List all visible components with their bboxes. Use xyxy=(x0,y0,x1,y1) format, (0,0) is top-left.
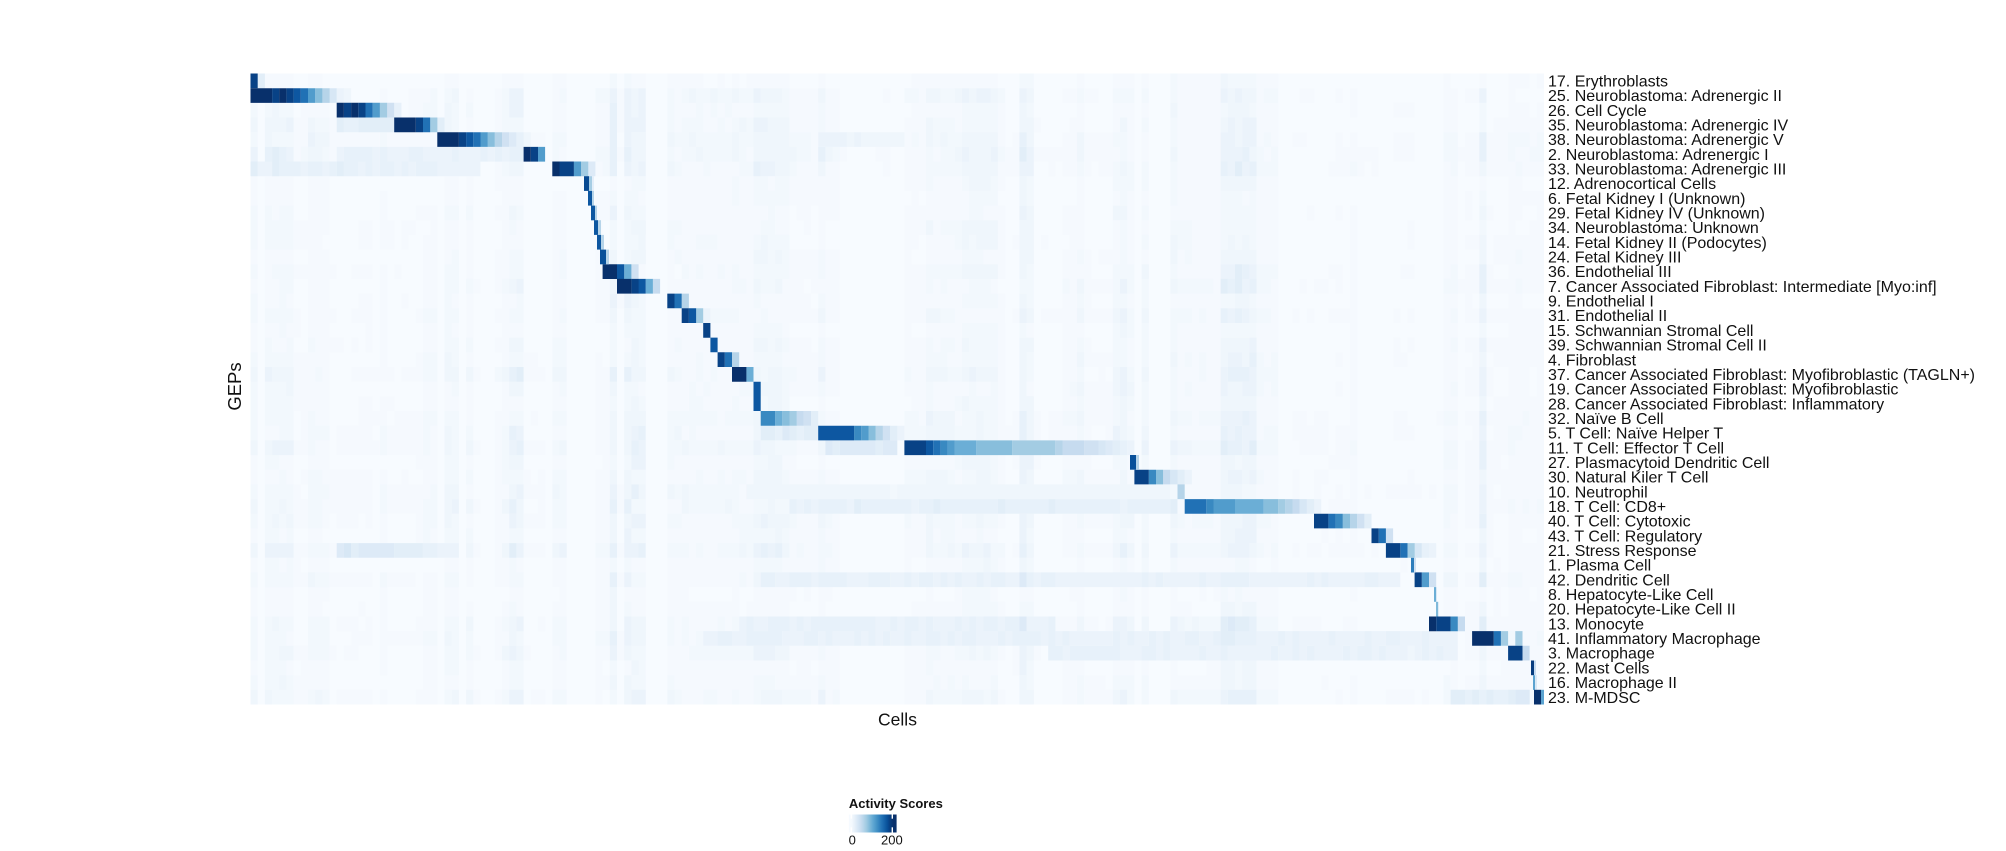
svg-text:40. T Cell: Cytotoxic: 40. T Cell: Cytotoxic xyxy=(1548,514,1691,531)
svg-text:33. Neuroblastoma: Adrenergic: 33. Neuroblastoma: Adrenergic III xyxy=(1548,162,1786,179)
svg-text:6. Fetal Kidney I (Unknown): 6. Fetal Kidney I (Unknown) xyxy=(1548,191,1745,208)
svg-text:19. Cancer Associated Fibrobla: 19. Cancer Associated Fibroblast: Myofib… xyxy=(1548,382,1898,399)
svg-text:7. Cancer Associated Fibroblas: 7. Cancer Associated Fibroblast: Interme… xyxy=(1548,279,1937,296)
svg-text:24. Fetal Kidney III: 24. Fetal Kidney III xyxy=(1548,250,1681,267)
svg-text:GEPs: GEPs xyxy=(224,362,245,410)
svg-text:30. Natural Kiler T Cell: 30. Natural Kiler T Cell xyxy=(1548,470,1708,487)
svg-text:43. T Cell: Regulatory: 43. T Cell: Regulatory xyxy=(1548,528,1702,545)
svg-text:2. Neuroblastoma: Adrenergic I: 2. Neuroblastoma: Adrenergic I xyxy=(1548,147,1769,164)
svg-text:12. Adrenocortical Cells: 12. Adrenocortical Cells xyxy=(1548,176,1716,193)
svg-text:35. Neuroblastoma: Adrenergic: 35. Neuroblastoma: Adrenergic IV xyxy=(1548,118,1788,135)
svg-text:11. T Cell: Effector T Cell: 11. T Cell: Effector T Cell xyxy=(1548,440,1724,457)
svg-text:39. Schwannian Stromal Cell II: 39. Schwannian Stromal Cell II xyxy=(1548,338,1767,355)
svg-text:31. Endothelial II: 31. Endothelial II xyxy=(1548,308,1667,325)
svg-text:34. Neuroblastoma: Unknown: 34. Neuroblastoma: Unknown xyxy=(1548,220,1759,237)
svg-text:10. Neutrophil: 10. Neutrophil xyxy=(1548,484,1648,501)
svg-text:4. Fibroblast: 4. Fibroblast xyxy=(1548,352,1637,369)
svg-text:13. Monocyte: 13. Monocyte xyxy=(1548,616,1644,633)
svg-text:38. Neuroblastoma: Adrenergic: 38. Neuroblastoma: Adrenergic V xyxy=(1548,132,1784,149)
svg-text:37. Cancer Associated Fibrobla: 37. Cancer Associated Fibroblast: Myofib… xyxy=(1548,367,1975,384)
svg-text:29. Fetal Kidney IV (Unknown): 29. Fetal Kidney IV (Unknown) xyxy=(1548,206,1765,223)
svg-text:20. Hepatocyte-Like Cell II: 20. Hepatocyte-Like Cell II xyxy=(1548,602,1736,619)
svg-text:9. Endothelial I: 9. Endothelial I xyxy=(1548,294,1654,311)
svg-text:16. Macrophage II: 16. Macrophage II xyxy=(1548,675,1677,692)
svg-text:28. Cancer Associated Fibrobla: 28. Cancer Associated Fibroblast: Inflam… xyxy=(1548,396,1884,413)
svg-text:41. Inflammatory Macrophage: 41. Inflammatory Macrophage xyxy=(1548,631,1761,648)
svg-text:25. Neuroblastoma: Adrenergic: 25. Neuroblastoma: Adrenergic II xyxy=(1548,88,1782,105)
svg-text:22. Mast Cells: 22. Mast Cells xyxy=(1548,660,1649,677)
svg-text:0: 0 xyxy=(849,833,856,848)
svg-text:23. M-MDSC: 23. M-MDSC xyxy=(1548,690,1640,707)
svg-text:15. Schwannian Stromal Cell: 15. Schwannian Stromal Cell xyxy=(1548,323,1753,340)
svg-text:21. Stress Response: 21. Stress Response xyxy=(1548,543,1697,560)
svg-text:Activity Scores: Activity Scores xyxy=(849,796,943,811)
svg-text:27. Plasmacytoid Dendritic Cel: 27. Plasmacytoid Dendritic Cell xyxy=(1548,455,1769,472)
svg-text:1. Plasma Cell: 1. Plasma Cell xyxy=(1548,558,1651,575)
svg-text:8. Hepatocyte-Like Cell: 8. Hepatocyte-Like Cell xyxy=(1548,587,1713,604)
svg-text:18. T Cell: CD8+: 18. T Cell: CD8+ xyxy=(1548,499,1666,516)
svg-text:42. Dendritic Cell: 42. Dendritic Cell xyxy=(1548,572,1670,589)
svg-text:200: 200 xyxy=(881,833,903,848)
svg-text:3. Macrophage: 3. Macrophage xyxy=(1548,646,1655,663)
svg-text:26. Cell Cycle: 26. Cell Cycle xyxy=(1548,103,1647,120)
svg-text:36. Endothelial III: 36. Endothelial III xyxy=(1548,264,1672,281)
svg-text:5. T Cell: Naïve Helper T: 5. T Cell: Naïve Helper T xyxy=(1548,426,1723,443)
svg-text:17. Erythroblasts: 17. Erythroblasts xyxy=(1548,73,1668,90)
svg-text:14. Fetal Kidney II (Podocytes: 14. Fetal Kidney II (Podocytes) xyxy=(1548,235,1767,252)
svg-text:Cells: Cells xyxy=(878,710,917,730)
svg-text:32. Naïve B Cell: 32. Naïve B Cell xyxy=(1548,411,1664,428)
